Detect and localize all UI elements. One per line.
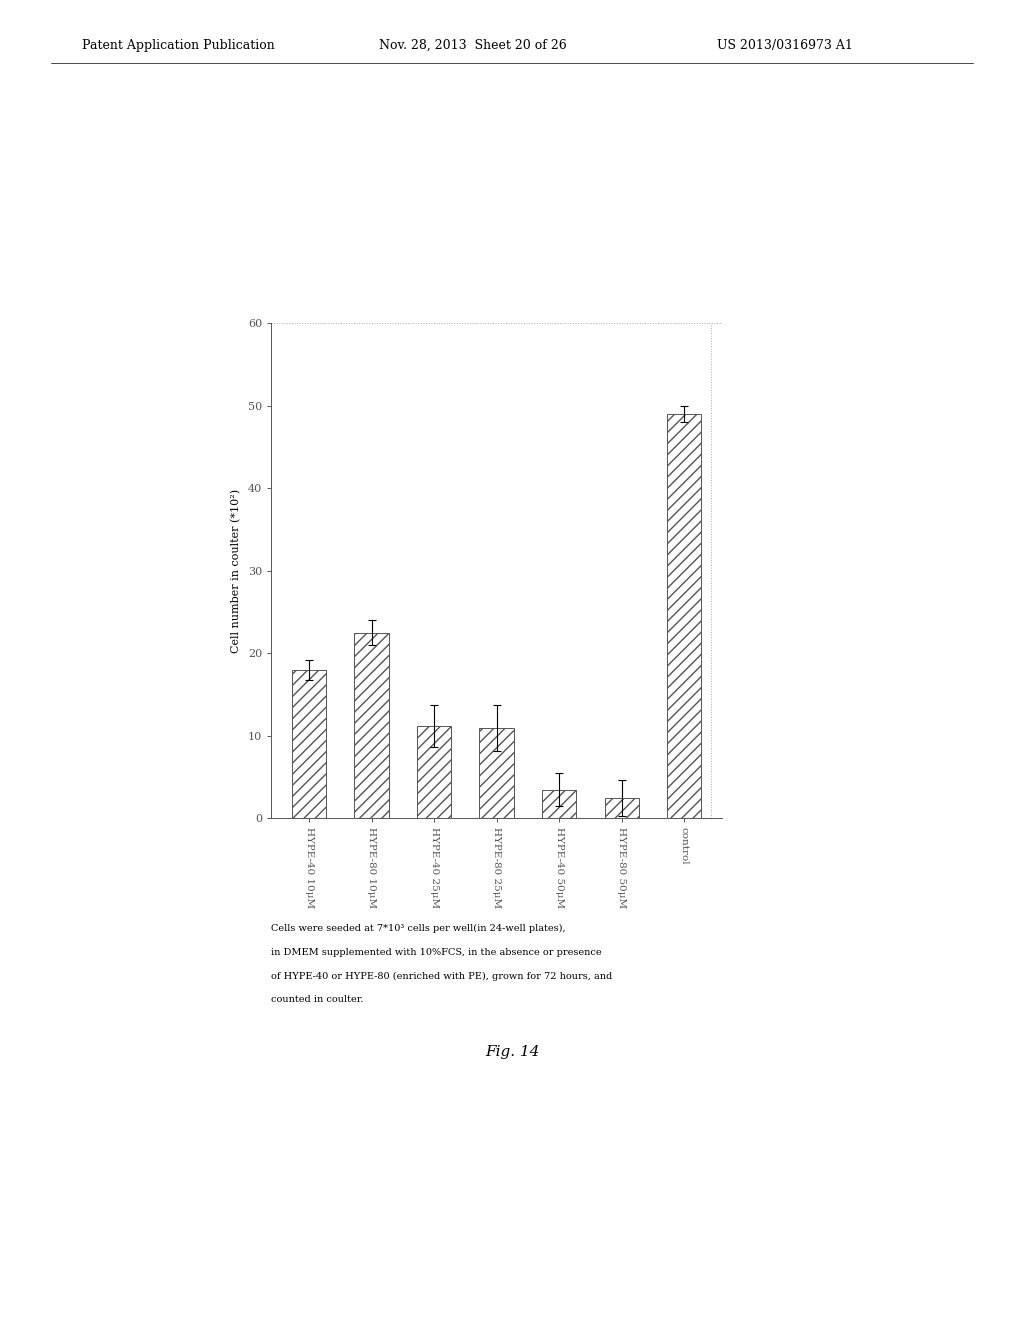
Text: of HYPE-40 or HYPE-80 (enriched with PE), grown for 72 hours, and: of HYPE-40 or HYPE-80 (enriched with PE)… <box>271 972 612 981</box>
Y-axis label: Cell number in coulter (*10²): Cell number in coulter (*10²) <box>230 488 241 653</box>
Text: in DMEM supplemented with 10%FCS, in the absence or presence: in DMEM supplemented with 10%FCS, in the… <box>271 948 602 957</box>
Text: Fig. 14: Fig. 14 <box>484 1045 540 1059</box>
Bar <box>667 414 701 818</box>
Bar <box>292 671 327 818</box>
Text: Patent Application Publication: Patent Application Publication <box>82 38 274 51</box>
Bar <box>354 632 389 818</box>
Text: US 2013/0316973 A1: US 2013/0316973 A1 <box>717 38 853 51</box>
Text: Cells were seeded at 7*10³ cells per well(in 24-well plates),: Cells were seeded at 7*10³ cells per wel… <box>271 924 566 933</box>
Text: Nov. 28, 2013  Sheet 20 of 26: Nov. 28, 2013 Sheet 20 of 26 <box>379 38 566 51</box>
Bar <box>604 797 639 818</box>
Bar <box>417 726 452 818</box>
Bar <box>479 727 514 818</box>
Text: counted in coulter.: counted in coulter. <box>271 995 364 1005</box>
Bar <box>542 789 577 818</box>
